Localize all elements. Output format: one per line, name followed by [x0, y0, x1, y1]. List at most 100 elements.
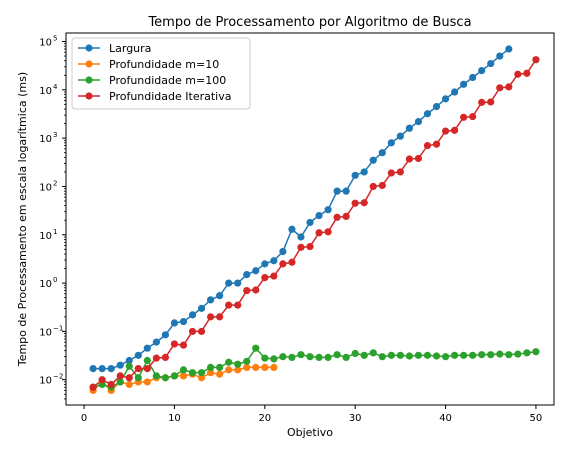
x-tick-label: 0 — [81, 413, 87, 424]
data-point-3 — [441, 127, 450, 135]
data-point-3 — [188, 327, 197, 336]
data-point-2 — [487, 351, 495, 359]
data-point-0 — [288, 225, 296, 233]
data-point-2 — [396, 351, 404, 359]
data-point-0 — [125, 356, 133, 365]
data-point-0 — [161, 331, 170, 339]
data-point-3 — [414, 154, 423, 163]
data-point-2 — [197, 369, 206, 377]
data-point-0 — [170, 319, 179, 327]
data-point-2 — [496, 350, 504, 358]
data-point-3 — [396, 168, 404, 176]
data-point-0 — [478, 66, 486, 75]
data-point-2 — [514, 350, 522, 358]
data-point-0 — [279, 247, 287, 256]
data-point-3 — [487, 98, 495, 106]
data-point-2 — [116, 378, 124, 386]
legend-label: Profundidade m=10 — [109, 58, 219, 71]
x-axis-label: Objetivo — [287, 426, 333, 439]
data-point-3 — [243, 286, 251, 295]
data-point-3 — [270, 272, 278, 280]
data-point-2 — [423, 351, 432, 359]
data-point-0 — [432, 102, 441, 111]
x-tick-label: 10 — [168, 413, 181, 424]
y-tick-exponent: −2 — [53, 373, 63, 381]
data-point-0 — [396, 132, 404, 140]
data-point-0 — [216, 292, 224, 300]
x-axis: 0 10 20 30 40 50 — [81, 405, 542, 424]
data-point-2 — [441, 353, 450, 361]
data-point-0 — [441, 95, 450, 103]
data-point-3 — [351, 199, 359, 207]
data-point-0 — [152, 338, 160, 346]
data-point-0 — [378, 149, 386, 157]
data-point-2 — [152, 372, 160, 380]
data-point-2 — [216, 363, 224, 372]
data-point-1 — [261, 363, 269, 372]
data-point-2 — [252, 344, 260, 352]
data-point-3 — [369, 182, 377, 191]
data-point-0 — [188, 311, 197, 319]
y-tick-label: 10 — [39, 327, 52, 338]
data-point-3 — [234, 301, 242, 309]
data-point-2 — [387, 351, 395, 359]
data-point-2 — [279, 353, 287, 361]
data-point-3 — [89, 383, 97, 391]
data-point-3 — [216, 313, 224, 321]
data-point-3 — [469, 112, 477, 121]
data-point-3 — [315, 229, 323, 237]
data-point-0 — [243, 270, 251, 279]
data-point-2 — [179, 366, 188, 374]
data-point-2 — [378, 353, 386, 361]
data-point-0 — [234, 279, 242, 287]
data-point-2 — [188, 369, 197, 377]
legend-label: Largura — [109, 42, 151, 55]
data-point-0 — [225, 279, 233, 287]
data-point-2 — [234, 360, 242, 368]
data-point-2 — [143, 356, 151, 365]
data-point-1 — [225, 366, 233, 374]
data-point-2 — [414, 351, 423, 359]
data-point-3 — [225, 301, 233, 309]
data-point-0 — [387, 139, 395, 147]
plot-frame — [65, 32, 555, 406]
data-point-0 — [469, 73, 477, 82]
data-point-0 — [405, 124, 414, 132]
y-tick-exponent: 0 — [53, 276, 57, 284]
data-point-3 — [261, 273, 269, 282]
y-tick-label: 10 — [39, 279, 52, 290]
data-point-0 — [297, 233, 305, 241]
y-tick-exponent: 2 — [53, 179, 57, 187]
data-point-2 — [405, 352, 414, 360]
data-point-3 — [152, 354, 160, 362]
y-tick-exponent: −1 — [53, 324, 63, 332]
y-tick-exponent: 4 — [53, 83, 58, 91]
data-point-0 — [324, 206, 332, 214]
data-point-0 — [414, 117, 423, 126]
y-tick-exponent: 3 — [53, 131, 57, 139]
data-point-3 — [387, 169, 395, 177]
data-point-1 — [125, 380, 133, 389]
data-point-2 — [270, 355, 278, 363]
data-point-1 — [216, 370, 224, 378]
data-point-0 — [98, 365, 106, 373]
data-point-3 — [460, 113, 468, 121]
data-point-3 — [297, 243, 305, 251]
y-tick-exponent: 1 — [53, 228, 57, 236]
data-point-2 — [450, 351, 459, 359]
data-point-2 — [505, 351, 513, 359]
data-point-3 — [170, 340, 179, 348]
data-point-3 — [532, 56, 540, 64]
data-point-3 — [342, 212, 350, 221]
data-point-1 — [197, 374, 206, 382]
data-point-2 — [432, 352, 441, 360]
data-point-3 — [496, 84, 504, 92]
data-point-0 — [143, 344, 151, 352]
y-tick-label: 10 — [39, 182, 52, 193]
data-point-3 — [450, 126, 459, 134]
x-tick-label: 20 — [258, 413, 271, 424]
data-point-0 — [179, 317, 188, 326]
data-point-2 — [288, 353, 296, 361]
data-point-2 — [360, 351, 368, 359]
data-point-0 — [261, 260, 269, 268]
